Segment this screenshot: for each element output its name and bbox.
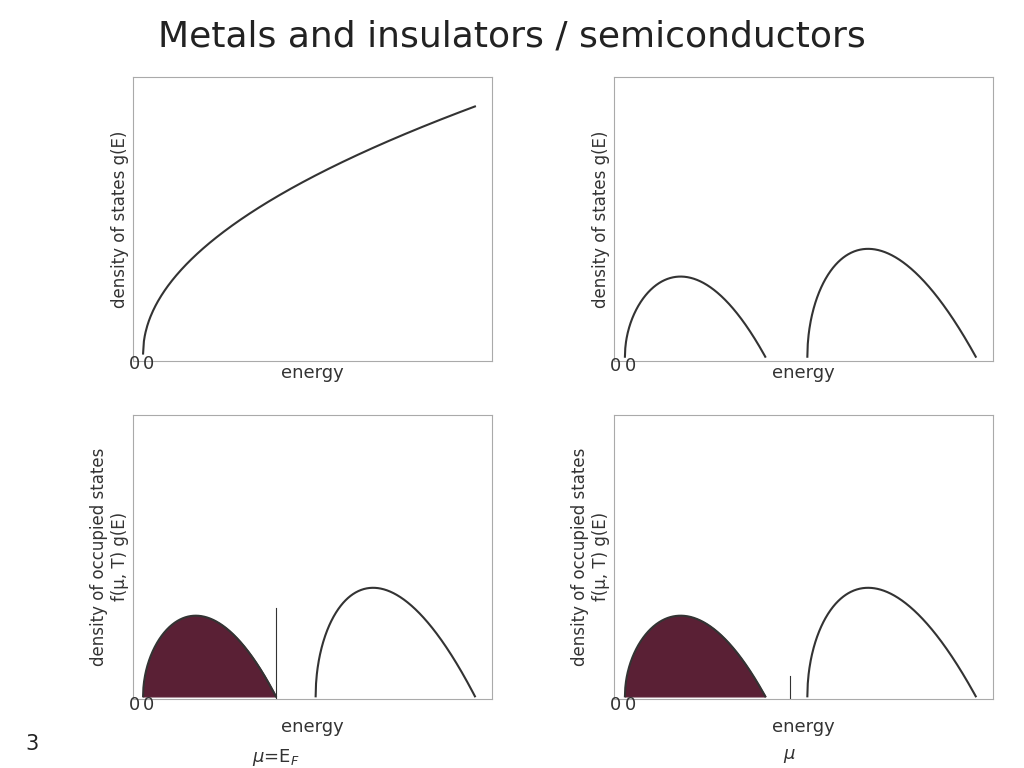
Text: 0: 0	[610, 697, 622, 714]
Text: 0: 0	[128, 697, 139, 714]
Text: $\mu$: $\mu$	[783, 747, 797, 765]
Y-axis label: density of states g(E): density of states g(E)	[592, 131, 610, 307]
Text: 0: 0	[610, 357, 622, 375]
Y-axis label: density of occupied states
f(μ, T) g(E): density of occupied states f(μ, T) g(E)	[571, 448, 610, 666]
Text: 0: 0	[625, 697, 636, 714]
Text: 0: 0	[128, 355, 139, 372]
X-axis label: energy: energy	[772, 364, 836, 382]
Y-axis label: density of states g(E): density of states g(E)	[111, 131, 129, 307]
X-axis label: energy: energy	[772, 718, 836, 737]
Text: Metals and insulators / semiconductors: Metals and insulators / semiconductors	[158, 19, 866, 53]
Text: 3: 3	[26, 734, 39, 754]
X-axis label: energy: energy	[281, 718, 344, 737]
X-axis label: energy: energy	[281, 364, 344, 382]
Text: 0: 0	[143, 697, 155, 714]
Y-axis label: density of occupied states
f(μ, T) g(E): density of occupied states f(μ, T) g(E)	[90, 448, 129, 666]
Text: 0: 0	[625, 357, 636, 375]
Text: 0: 0	[143, 355, 155, 372]
Text: $\mu$=E$_F$: $\mu$=E$_F$	[252, 747, 300, 768]
